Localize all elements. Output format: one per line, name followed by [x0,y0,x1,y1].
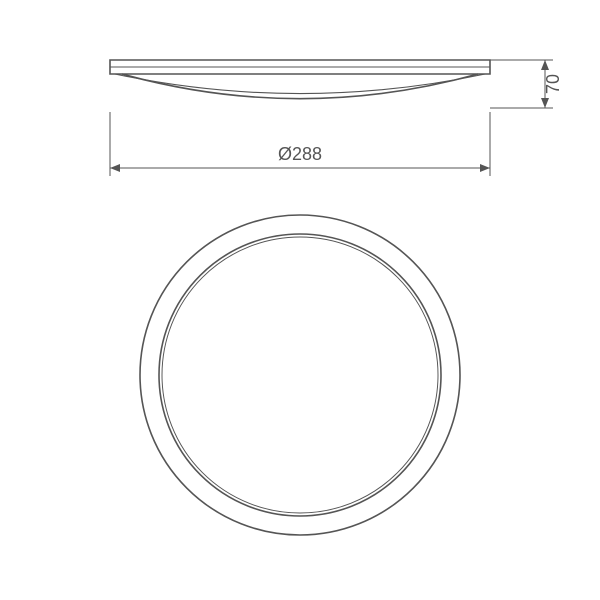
height-label: 70 [543,74,563,94]
inner-ring [159,234,441,516]
outer-ring [140,215,460,535]
diameter-label: Ø288 [278,144,322,164]
dimension-height: 70 [490,60,563,108]
inner-ring-highlight [162,237,438,513]
side-view [110,60,490,99]
top-view [140,215,460,535]
dimension-diameter: Ø288 [110,112,490,176]
